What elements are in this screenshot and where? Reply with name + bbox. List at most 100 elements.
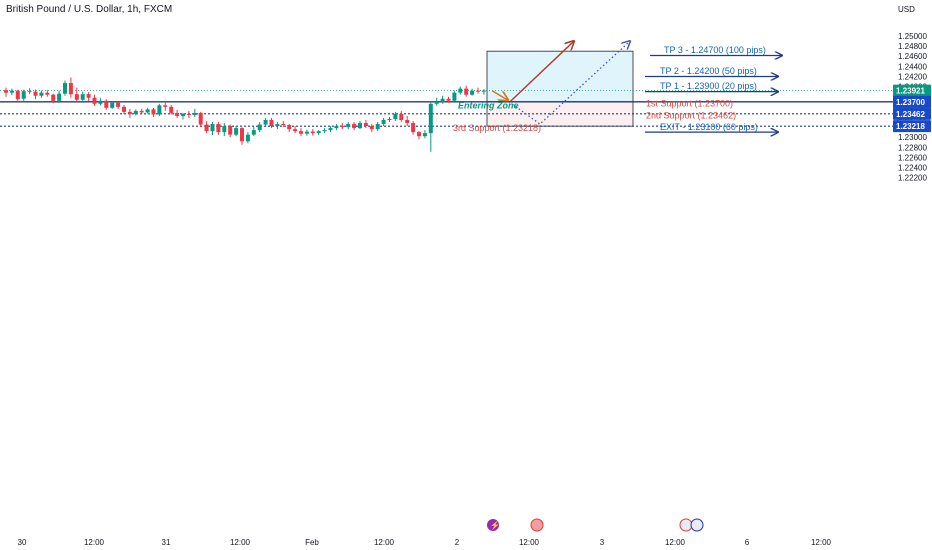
candle-body[interactable]	[4, 90, 8, 93]
candle-body[interactable]	[186, 113, 191, 115]
candle-body[interactable]	[210, 124, 215, 132]
candle-body[interactable]	[393, 113, 398, 119]
candle-body[interactable]	[251, 130, 256, 135]
candle-body[interactable]	[98, 100, 103, 104]
target-zone[interactable]	[486, 50, 634, 103]
candle-body[interactable]	[464, 88, 469, 95]
candle-body[interactable]	[21, 91, 26, 99]
price-tick-label: 1.25000	[898, 32, 927, 41]
candle-body[interactable]	[92, 97, 97, 104]
candle-body[interactable]	[387, 118, 392, 120]
time-tick-label: 12:00	[230, 538, 251, 547]
candle-body[interactable]	[139, 110, 144, 113]
candle-body[interactable]	[68, 83, 73, 95]
candle-body[interactable]	[110, 102, 115, 108]
candle-body[interactable]	[304, 131, 309, 134]
candle-body[interactable]	[481, 90, 486, 92]
candle-body[interactable]	[334, 126, 339, 129]
candle-body[interactable]	[15, 90, 20, 100]
candle-body[interactable]	[263, 119, 268, 125]
candle-body[interactable]	[86, 94, 91, 98]
candle-body[interactable]	[204, 124, 209, 132]
candle-body[interactable]	[157, 105, 162, 115]
candle-body[interactable]	[192, 112, 197, 115]
candle-body[interactable]	[116, 102, 121, 107]
candle-body[interactable]	[452, 92, 457, 101]
time-tick-label: 2	[455, 538, 460, 547]
candle-body[interactable]	[316, 131, 321, 134]
candle-body[interactable]	[369, 126, 374, 130]
support-1-label: 1st Support (1.23700)	[646, 98, 733, 108]
candle-body[interactable]	[399, 113, 404, 120]
candle-body[interactable]	[163, 105, 168, 107]
candle-body[interactable]	[287, 125, 292, 130]
candle-body[interactable]	[328, 128, 333, 131]
entering-zone-label: Entering Zone	[458, 100, 519, 110]
candle-body[interactable]	[352, 124, 357, 129]
candle-body[interactable]	[33, 91, 38, 96]
time-tick-label: 6	[745, 538, 750, 547]
candle-body[interactable]	[122, 106, 126, 112]
support-2-badge	[893, 107, 931, 120]
candle-body[interactable]	[293, 129, 298, 132]
candle-body[interactable]	[80, 94, 85, 100]
candle-body[interactable]	[198, 112, 203, 125]
candle-body[interactable]	[74, 94, 79, 100]
candle-body[interactable]	[358, 123, 362, 129]
candle-body[interactable]	[27, 91, 32, 93]
candle-body[interactable]	[405, 119, 410, 124]
candle-body[interactable]	[9, 90, 14, 93]
candle-body[interactable]	[127, 111, 132, 114]
candle-body[interactable]	[310, 131, 315, 134]
candle-body[interactable]	[470, 90, 475, 95]
candle-body[interactable]	[133, 110, 138, 114]
candle-body[interactable]	[434, 101, 439, 104]
candle-body[interactable]	[417, 132, 421, 137]
candle-body[interactable]	[63, 83, 67, 94]
candle-body[interactable]	[281, 124, 286, 126]
time-tick-label: 12:00	[519, 538, 540, 547]
candle-body[interactable]	[151, 109, 156, 115]
candle-body[interactable]	[222, 126, 227, 133]
price-tick-label: 1.23000	[898, 133, 927, 142]
candle-body[interactable]	[234, 128, 239, 135]
candle-body[interactable]	[181, 113, 185, 116]
candle-body[interactable]	[428, 103, 433, 134]
candle-body[interactable]	[240, 128, 244, 142]
candle-body[interactable]	[257, 124, 262, 131]
candle-body[interactable]	[440, 98, 445, 102]
candle-body[interactable]	[340, 126, 345, 128]
price-tick-label: 1.24600	[898, 52, 927, 61]
candle-body[interactable]	[381, 119, 386, 125]
us-flag-icon[interactable]	[690, 518, 704, 532]
candle-body[interactable]	[422, 133, 427, 137]
event-flag-icon[interactable]	[530, 518, 544, 532]
candle-body[interactable]	[45, 92, 50, 95]
price-tick-label: 1.22400	[898, 164, 927, 173]
candle-body[interactable]	[458, 88, 463, 93]
candle-body[interactable]	[269, 119, 274, 127]
candle-body[interactable]	[175, 112, 180, 116]
candle-body[interactable]	[228, 126, 233, 135]
candle-body[interactable]	[411, 123, 416, 133]
candle-body[interactable]	[169, 106, 174, 113]
candle-body[interactable]	[57, 93, 62, 101]
candle-body[interactable]	[104, 100, 109, 108]
candle-body[interactable]	[51, 94, 56, 101]
candle-body[interactable]	[346, 124, 351, 128]
candle-body[interactable]	[299, 131, 303, 134]
candle-body[interactable]	[476, 90, 480, 92]
candle-body[interactable]	[446, 98, 451, 101]
candle-body[interactable]	[363, 123, 368, 127]
candle-body[interactable]	[216, 124, 221, 133]
candle-body[interactable]	[39, 92, 44, 96]
candle-body[interactable]	[375, 124, 380, 130]
us-flag-icon[interactable]	[679, 518, 693, 532]
bullish-scenario-arrow	[509, 41, 574, 103]
candle-body[interactable]	[245, 134, 250, 142]
candle-body[interactable]	[322, 130, 327, 132]
candle-body[interactable]	[275, 124, 280, 127]
candle-body[interactable]	[145, 109, 150, 113]
event-lightning-icon[interactable]	[487, 519, 499, 531]
